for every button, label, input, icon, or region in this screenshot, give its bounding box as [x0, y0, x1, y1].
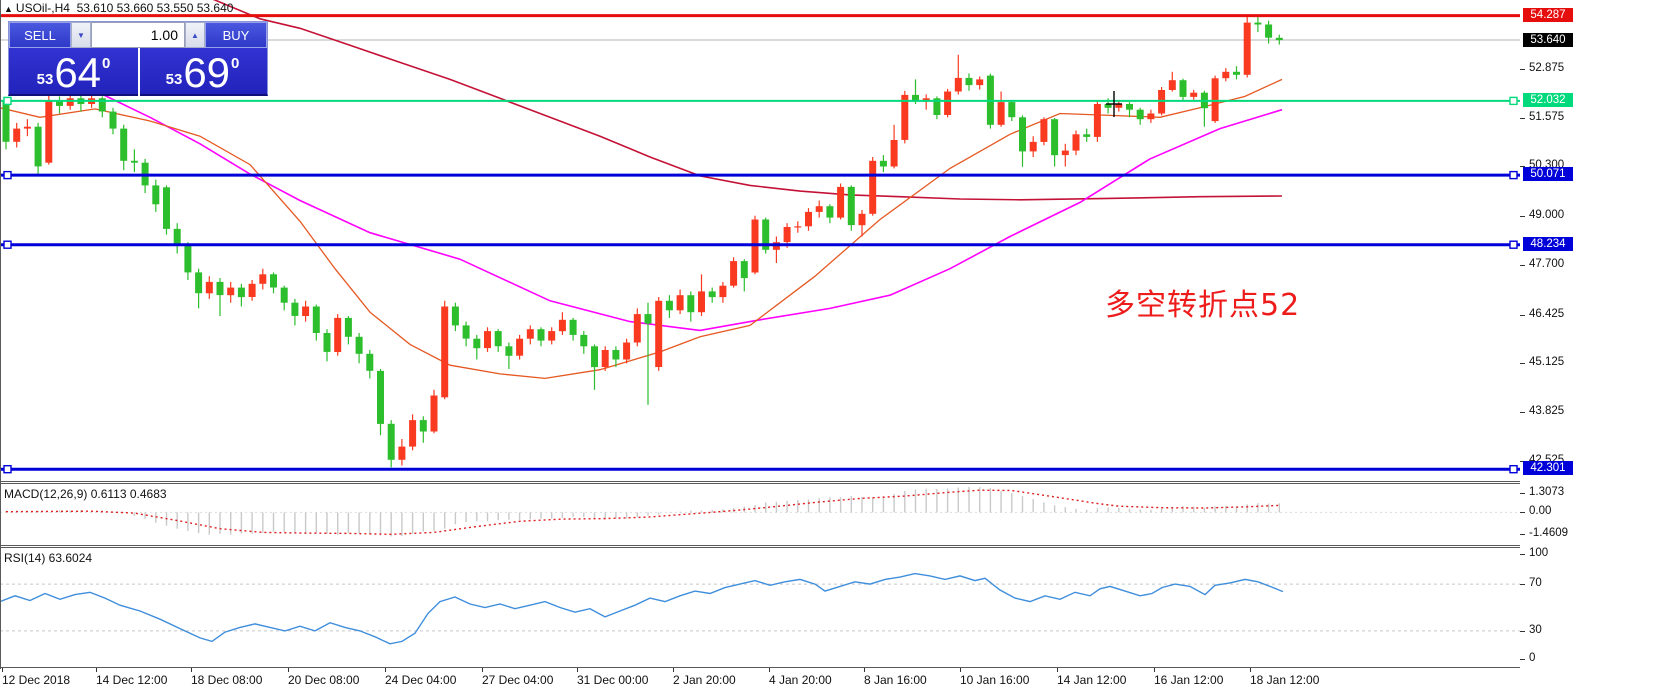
buy-button[interactable]: BUY: [205, 22, 267, 48]
price-axis[interactable]: 52.875 51.575 50.300 49.000 47.700 46.425 45.1…: [1520, 0, 1675, 693]
sell-price-sup: 0: [102, 55, 111, 72]
chevron-down-icon: ▼: [77, 30, 85, 40]
price-divider: [138, 48, 140, 97]
rsi-tick-label-mark: [1520, 554, 1525, 555]
date-label: 10 Jan 16:00: [960, 673, 1030, 687]
date-label: 18 Dec 08:00: [191, 673, 263, 687]
sell-price-display[interactable]: 53 64 0: [9, 48, 138, 97]
symbol-quote-line: ▲ USOil-,H4 53.610 53.660 53.550 53.640: [4, 1, 233, 15]
rsi-tick-label-mark: [1520, 584, 1525, 585]
macd-tick-label-mark: [1520, 534, 1525, 535]
buy-price-small: 53: [165, 71, 183, 88]
price-tick-label: 51.575: [1529, 111, 1565, 123]
date-label: 31 Dec 00:00: [577, 673, 649, 687]
date-tick-mark: [96, 668, 97, 672]
volume-increase-button[interactable]: ▲: [185, 22, 205, 48]
price-tick-label-mark: [1520, 315, 1525, 316]
price-badge: 53.640: [1523, 33, 1573, 48]
chart-left-border: [0, 0, 1, 669]
macd-tick-label-mark: [1520, 512, 1525, 513]
date-tick-mark: [191, 668, 192, 672]
price-tick-label-mark: [1520, 166, 1525, 167]
symbol-period: USOil-,H4: [15, 1, 70, 15]
date-label: 2 Jan 20:00: [673, 673, 736, 687]
date-label: 14 Dec 12:00: [96, 673, 168, 687]
price-tick-label: 45.125: [1529, 356, 1565, 368]
crosshair-cursor: [1106, 91, 1122, 117]
date-tick-mark: [385, 668, 386, 672]
sell-price-big: 64: [54, 48, 102, 96]
panel-separator-rsi-axis: [0, 667, 1521, 668]
price-tick-label-mark: [1520, 461, 1525, 462]
price-tick-label: 43.825: [1529, 405, 1565, 417]
price-tick-label: 52.875: [1529, 62, 1565, 74]
date-tick-mark: [1250, 668, 1251, 672]
price-badge: 50.071: [1523, 167, 1573, 182]
chevron-up-icon: ▲: [191, 30, 199, 40]
date-tick-mark: [1154, 668, 1155, 672]
rsi-indicator-label: RSI(14) 63.6024: [4, 551, 93, 565]
price-badge: 52.032: [1523, 93, 1573, 108]
price-tick-label: 49.000: [1529, 209, 1565, 221]
macd-tick-label: 0.00: [1529, 505, 1552, 517]
rsi-tick-label: 30: [1529, 624, 1542, 636]
date-label: 16 Jan 12:00: [1154, 673, 1224, 687]
date-tick-mark: [960, 668, 961, 672]
price-tick-label: 47.700: [1529, 258, 1565, 270]
date-tick-mark: [673, 668, 674, 672]
date-label: 18 Jan 12:00: [1250, 673, 1320, 687]
date-tick-mark: [769, 668, 770, 672]
price-badge: 48.234: [1523, 237, 1573, 252]
buy-price-sup: 0: [231, 55, 240, 72]
chart-text-annotation[interactable]: 多空转折点52: [1105, 288, 1301, 323]
price-tick-label-mark: [1520, 118, 1525, 119]
symbol-arrow-icon: ▲: [4, 4, 13, 14]
panel-separator-main-macd-2: [0, 483, 1521, 484]
date-tick-mark: [1057, 668, 1058, 672]
rsi-tick-label-mark: [1520, 659, 1525, 660]
date-tick-mark: [482, 668, 483, 672]
macd-indicator-label: MACD(12,26,9) 0.6113 0.4683: [4, 487, 167, 501]
date-tick-mark: [864, 668, 865, 672]
price-badge: 42.301: [1523, 461, 1573, 476]
price-tick-label-mark: [1520, 412, 1525, 413]
date-label: 27 Dec 04:00: [482, 673, 554, 687]
volume-decrease-button[interactable]: ▼: [71, 22, 91, 48]
quote-ohlc: 53.610 53.660 53.550 53.640: [76, 1, 234, 15]
date-tick-mark: [2, 668, 3, 672]
buy-price-big: 69: [183, 48, 231, 96]
price-tick-label-mark: [1520, 216, 1525, 217]
rsi-tick-label: 0: [1529, 652, 1536, 664]
date-tick-mark: [577, 668, 578, 672]
date-label: 8 Jan 16:00: [864, 673, 927, 687]
price-tick-label-mark: [1520, 363, 1525, 364]
macd-tick-label-mark: [1520, 493, 1525, 494]
panel-separator-macd-rsi-2: [0, 547, 1521, 548]
panel-separator-macd-rsi[interactable]: [0, 545, 1521, 546]
buy-price-display[interactable]: 53 69 0: [138, 48, 267, 97]
date-label: 14 Jan 12:00: [1057, 673, 1127, 687]
date-label: 24 Dec 04:00: [385, 673, 457, 687]
macd-tick-label: 1.3073: [1529, 486, 1565, 498]
volume-input[interactable]: [92, 23, 184, 47]
rsi-tick-label: 70: [1529, 577, 1542, 589]
date-label: 4 Jan 20:00: [769, 673, 832, 687]
date-tick-mark: [288, 668, 289, 672]
price-badge: 54.287: [1523, 8, 1573, 23]
rsi-tick-label: 100: [1529, 547, 1549, 559]
price-tick-label-mark: [1520, 69, 1525, 70]
macd-tick-label: -1.4609: [1529, 527, 1569, 539]
rsi-tick-label-mark: [1520, 631, 1525, 632]
one-click-trading-panel: SELL ▼ ▲ BUY 53 64 0 53 69 0: [8, 21, 268, 97]
price-tick-label-mark: [1520, 265, 1525, 266]
date-label: 20 Dec 08:00: [288, 673, 360, 687]
sell-price-small: 53: [36, 71, 54, 88]
sell-button[interactable]: SELL: [9, 22, 71, 48]
panel-separator-main-macd[interactable]: [0, 481, 1521, 482]
date-label: 12 Dec 2018: [2, 673, 71, 687]
price-tick-label: 46.425: [1529, 308, 1565, 320]
